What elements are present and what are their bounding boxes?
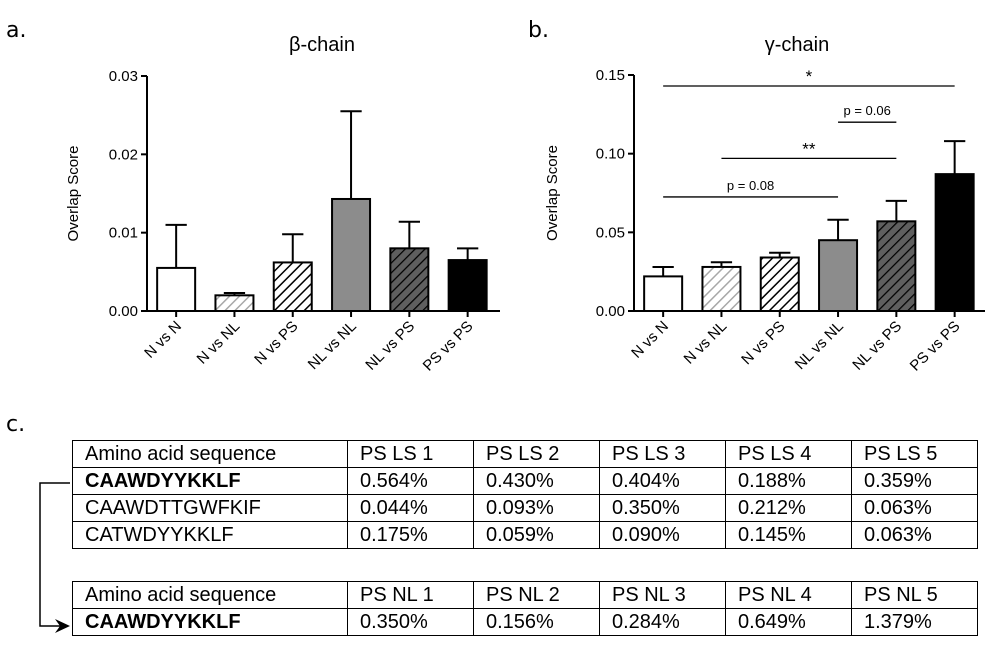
panel-label-b: b. xyxy=(528,18,549,43)
table-cell: 0.090% xyxy=(599,521,726,549)
gamma-bar xyxy=(934,173,975,312)
gamma-significance-label: ** xyxy=(802,139,816,158)
beta-y-tick-label: 0.02 xyxy=(109,146,138,163)
gamma-bar xyxy=(701,265,742,312)
sequence-table-nl: Amino acid sequence PS NL 1 PS NL 2 PS N… xyxy=(72,581,978,636)
table-header-cell: PS LS 4 xyxy=(725,440,852,468)
table-cell: 1.379% xyxy=(851,608,978,636)
beta-bar xyxy=(156,266,197,312)
sequence-cell: CAAWDYYKKLF xyxy=(72,467,348,495)
table-cell: 0.063% xyxy=(851,521,978,549)
sequence-cell: CATWDYYKKLF xyxy=(72,521,348,549)
sequence-table-ls: Amino acid sequence PS LS 1 PS LS 2 PS L… xyxy=(72,440,978,549)
table-header-cell: Amino acid sequence xyxy=(72,440,348,468)
table-header-cell: PS LS 2 xyxy=(473,440,600,468)
table-header-row: Amino acid sequence PS NL 1 PS NL 2 PS N… xyxy=(72,581,978,609)
table-header-row: Amino acid sequence PS LS 1 PS LS 2 PS L… xyxy=(72,440,978,468)
table-cell: 0.188% xyxy=(725,467,852,495)
table-cell: 0.156% xyxy=(473,608,600,636)
table-cell: 0.212% xyxy=(725,494,852,522)
beta-chart-title: β-chain xyxy=(289,34,355,56)
gamma-significance-label: p = 0.06 xyxy=(844,103,891,118)
table-row: CAAWDYYKKLF 0.564% 0.430% 0.404% 0.188% … xyxy=(72,467,978,495)
beta-y-tick-label: 0.03 xyxy=(109,68,138,85)
gamma-significance-label: * xyxy=(806,67,813,86)
beta-bar xyxy=(389,247,430,312)
beta-y-tick-label: 0.00 xyxy=(109,303,138,320)
table-cell: 0.350% xyxy=(347,608,474,636)
beta-y-axis-label: Overlap Score xyxy=(65,146,82,242)
table-header-cell: PS NL 2 xyxy=(473,581,600,609)
gamma-chart-title: γ-chain xyxy=(765,34,829,56)
table-cell: 0.564% xyxy=(347,467,474,495)
table-header-cell: PS NL 5 xyxy=(851,581,978,609)
table-header-cell: PS NL 1 xyxy=(347,581,474,609)
gamma-y-tick-label: 0.10 xyxy=(596,146,625,163)
gamma-y-axis-label: Overlap Score xyxy=(544,145,561,241)
table-cell: 0.284% xyxy=(599,608,726,636)
gamma-y-tick-label: 0.00 xyxy=(596,303,625,320)
table-cell: 0.063% xyxy=(851,494,978,522)
panel-label-a: a. xyxy=(6,18,27,43)
beta-bar xyxy=(447,259,488,313)
table-cell: 0.430% xyxy=(473,467,600,495)
gamma-y-tick-label: 0.05 xyxy=(596,224,625,241)
table-row: CATWDYYKKLF 0.175% 0.059% 0.090% 0.145% … xyxy=(72,521,978,549)
gamma-y-tick-label: 0.15 xyxy=(596,67,625,84)
sequence-cell: CAAWDYYKKLF xyxy=(72,608,348,636)
sequence-cell: CAAWDTTGWFKIF xyxy=(72,494,348,522)
table-cell: 0.175% xyxy=(347,521,474,549)
beta-y-tick-label: 0.01 xyxy=(109,225,138,242)
table-header-cell: Amino acid sequence xyxy=(72,581,348,609)
gamma-significance-label: p = 0.08 xyxy=(727,178,774,193)
panel-label-c: c. xyxy=(6,412,26,437)
beta-bar xyxy=(331,197,372,313)
table-cell: 0.145% xyxy=(725,521,852,549)
table-cell: 0.059% xyxy=(473,521,600,549)
table-cell: 0.404% xyxy=(599,467,726,495)
table-header-cell: PS LS 5 xyxy=(851,440,978,468)
gamma-bar xyxy=(643,275,684,312)
gamma-bar xyxy=(818,239,859,312)
table-row: CAAWDYYKKLF 0.350% 0.156% 0.284% 0.649% … xyxy=(72,608,978,636)
gamma-bar xyxy=(759,256,800,312)
